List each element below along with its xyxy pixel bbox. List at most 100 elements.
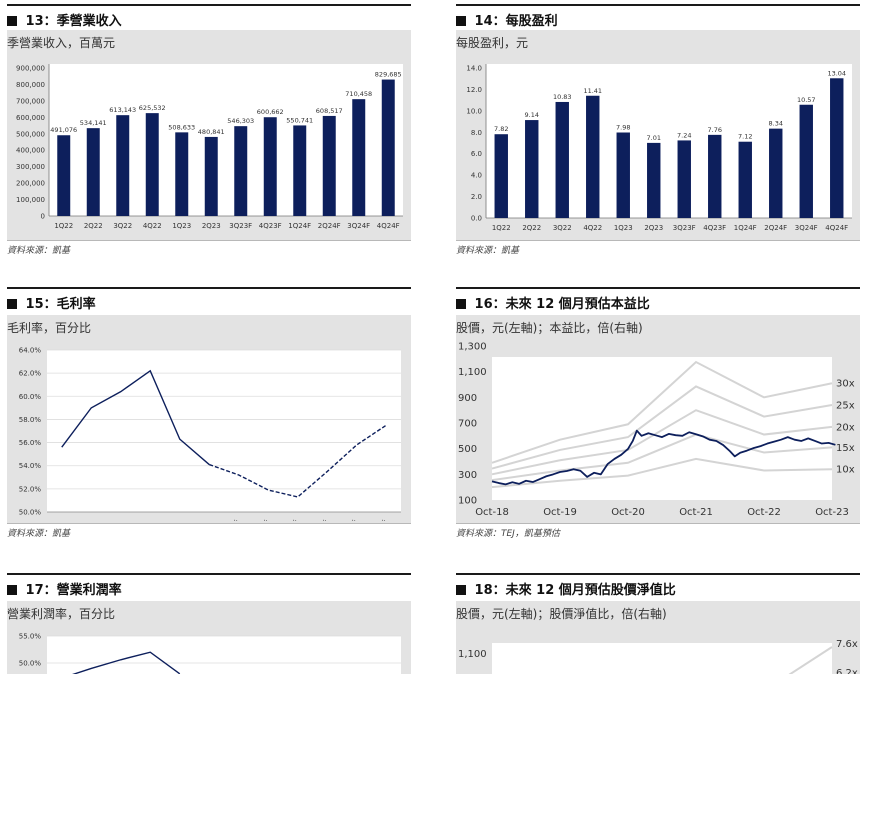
pe-band-line	[491, 409, 833, 476]
y-tick-label: 62.0%	[19, 370, 42, 378]
bar	[116, 115, 130, 216]
y-tick-label: 1,100	[458, 367, 487, 378]
y-tick-label: 58.0%	[19, 416, 42, 424]
x-tick-label: Oct-20	[611, 507, 645, 518]
figure-title: 17：營業利潤率	[7, 579, 122, 598]
chart-area: 季營業收入，百萬元 0 100,000 200,000 300,000 400,000 5…	[7, 30, 411, 241]
y-tick-label: 1,100	[458, 649, 487, 660]
x-tick-label: 3Q24F	[347, 222, 370, 230]
data-label: 7.98	[616, 124, 630, 132]
x-tick-label: 1Q24F	[734, 224, 757, 232]
x-tick-label: 4Q23F	[703, 224, 726, 232]
y-tick-label: 50.0%	[19, 509, 42, 517]
x-tick-label: Oct-21	[679, 507, 713, 518]
x-tick-label: 2Q22	[522, 224, 541, 232]
y-tick-label: 600,000	[16, 114, 45, 122]
data-label: 7.24	[677, 131, 691, 139]
data-label: 9.14	[525, 111, 539, 119]
series-line-forecast	[209, 424, 387, 498]
revenue-bar-chart: 0 100,000 200,000 300,000 400,000 500,000 600,…	[16, 64, 403, 230]
figure-source: 資料來源：TEJ，凱基預估	[456, 529, 560, 539]
data-label: 13.04	[827, 69, 846, 77]
y-tick-label: 700,000	[16, 97, 45, 105]
bar	[769, 128, 783, 218]
bar	[830, 78, 844, 219]
figure-number: 14	[474, 14, 493, 29]
pe-band-label: 30x	[836, 379, 855, 390]
x-tick-label: 1Q23	[614, 224, 633, 232]
data-label: 10.57	[797, 96, 816, 104]
figure-subtitle: 毛利率，百分比	[7, 321, 92, 335]
figure-14: 14：每股盈利 每股盈利，元 0.0 2.0 4.0 6.0 8.0 10.0 12.0 14…	[456, 4, 860, 256]
x-tick-label: Oct-23	[815, 507, 849, 518]
figure-number: 18	[474, 583, 493, 598]
figure-top-rule	[7, 573, 411, 575]
figure-subtitle: 每股盈利，元	[456, 36, 529, 50]
y-tick-label: 8.0	[471, 129, 482, 137]
data-label: 550,741	[286, 116, 313, 124]
series-line-actual	[72, 651, 181, 674]
pe-band-chart: 100 300 500 700 900 1,100 1,300 30x 25x 20x 15x 10x…	[458, 342, 855, 519]
figure-subtitle: 股價，元(左軸)；股價淨值比，倍(右軸)	[456, 607, 667, 621]
data-label: 7.12	[738, 133, 752, 141]
figure-15: 15：毛利率 毛利率，百分比 50.0% 52.0% 54.0% 56.0% 58.0%…	[7, 287, 411, 539]
pb-band-label: 7.6x	[836, 639, 858, 650]
data-label: 534,141	[80, 119, 107, 127]
x-tick-label: Oct-19	[543, 507, 577, 518]
square-bullet-icon	[456, 16, 466, 26]
bar	[708, 134, 722, 218]
data-label: 710,458	[345, 90, 372, 98]
y-tick-label: 500,000	[16, 130, 45, 138]
plot-background	[486, 64, 852, 218]
figure-top-rule	[456, 287, 860, 289]
bar	[586, 95, 600, 218]
figure-subtitle: 營業利潤率，百分比	[7, 607, 116, 621]
y-tick-label: 900	[458, 393, 477, 404]
x-tick-label: 4Q22	[583, 224, 602, 232]
operating-margin-line-chart: 50.0% 55.0%	[19, 633, 401, 674]
bar	[799, 104, 813, 218]
bar	[525, 120, 539, 218]
bar	[322, 115, 336, 216]
x-tick-label: 2Q24F	[764, 224, 787, 232]
data-label: 8.34	[769, 120, 783, 128]
y-tick-label: 900,000	[16, 65, 45, 73]
x-tick-label: 2Q24F	[318, 222, 341, 230]
figure-subtitle: 股價，元(左軸)；本益比，倍(右軸)	[456, 321, 643, 335]
pe-band-line	[491, 385, 833, 470]
y-tick-label: 0.0	[471, 215, 482, 223]
x-tick-label: 3Q24F	[351, 519, 359, 521]
bar	[175, 132, 189, 216]
bar	[647, 142, 661, 218]
x-tick-label: 3Q24F	[795, 224, 818, 232]
x-tick-label: 1Q24F	[288, 222, 311, 230]
data-label: 613,143	[109, 106, 136, 114]
bar	[381, 79, 395, 216]
figure-source: 資料來源：凱基	[7, 246, 71, 256]
x-tick-label: 4Q24F	[825, 224, 848, 232]
figure-number: 17	[25, 583, 44, 598]
data-label: 508,633	[168, 123, 195, 131]
figure-title-text: 季營業收入	[56, 14, 122, 29]
pb-band-line	[788, 646, 833, 674]
y-tick-label: 12.0	[466, 86, 482, 94]
figure-title-text: 未來 12 個月預估股價淨值比	[505, 583, 676, 598]
pe-band-label: 15x	[836, 443, 855, 454]
bar	[86, 128, 100, 216]
figure-number: 16	[474, 297, 493, 312]
pe-band-line	[491, 433, 833, 482]
figure-top-rule	[456, 573, 860, 575]
pe-band-line	[491, 360, 833, 464]
chart-area: 股價，元(左軸)；本益比，倍(右軸) 100 300 500 700 900 1,100 1…	[456, 315, 860, 524]
bar	[494, 134, 508, 218]
x-tick-label: Oct-22	[747, 507, 781, 518]
figure-number: 13	[25, 14, 44, 29]
x-tick-label: 4Q23F	[259, 222, 282, 230]
pb-band-chart: 1,100 900 7.6x 6.2x	[458, 639, 858, 674]
figure-17: 17：營業利潤率 營業利潤率，百分比 50.0% 55.0%	[7, 573, 411, 674]
price-line	[491, 429, 836, 486]
figure-top-rule	[7, 287, 411, 289]
y-tick-label: 400,000	[16, 147, 45, 155]
y-tick-label: 700	[458, 419, 477, 430]
figure-title-text: 營業利潤率	[56, 583, 122, 598]
